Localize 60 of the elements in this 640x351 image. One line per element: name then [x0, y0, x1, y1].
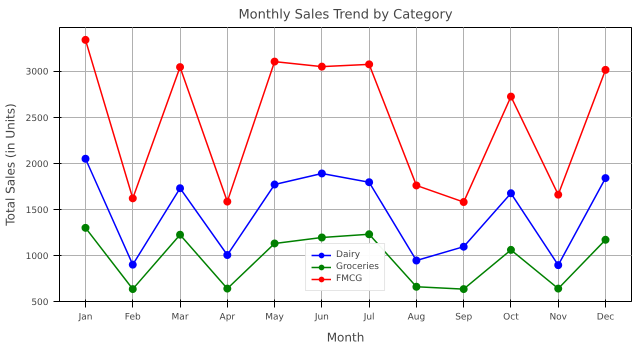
x-tick-label: Mar [172, 312, 189, 322]
legend-label: Groceries [336, 261, 379, 273]
y-axis-title: Total Sales (in Units) [4, 103, 18, 227]
x-tick-label: Aug [408, 312, 426, 322]
point [82, 36, 90, 44]
point [176, 184, 184, 192]
point [460, 285, 468, 294]
x-axis-title: Month [326, 330, 364, 344]
y-tick-label: 2000 [26, 160, 49, 170]
point [602, 66, 610, 74]
point [412, 256, 420, 265]
point [554, 261, 562, 270]
x-tick-label: Jan [78, 312, 92, 322]
point [270, 58, 279, 66]
point [365, 178, 374, 186]
x-tick-label: Apr [220, 312, 236, 322]
point [82, 154, 90, 163]
y-tick-label: 1000 [26, 252, 49, 262]
point [318, 233, 326, 242]
chart-title: Monthly Sales Trend by Category [238, 8, 453, 22]
point [412, 181, 420, 190]
point [460, 242, 468, 251]
x-tick-label: Sep [455, 312, 472, 322]
x-tick-label: Oct [503, 312, 520, 322]
x-tick-label: Jul [362, 312, 375, 322]
y-tick-label: 500 [31, 298, 49, 308]
point [602, 236, 610, 244]
point [554, 190, 562, 199]
point [223, 198, 232, 206]
legend-label: Dairy [336, 249, 360, 261]
point [365, 230, 374, 238]
y-tick-label: 3000 [26, 68, 49, 78]
x-tick-label: Feb [124, 312, 142, 322]
point [506, 246, 515, 254]
legend-label: FMCG [336, 273, 362, 285]
point [318, 169, 326, 178]
point [176, 63, 184, 72]
point [506, 189, 515, 198]
point [554, 284, 562, 293]
point [128, 260, 137, 269]
point [128, 194, 137, 202]
point [82, 224, 90, 232]
point [412, 282, 420, 291]
point [270, 180, 279, 189]
point [365, 60, 374, 68]
x-tick-label: Jun [314, 312, 329, 322]
point [176, 230, 184, 239]
y-tick-label: 2500 [26, 114, 49, 124]
x-tick-label: Dec [596, 312, 614, 322]
point [318, 62, 326, 71]
x-tick-label: May [265, 312, 285, 322]
point [506, 92, 515, 101]
y-tick-label: 1500 [26, 206, 49, 216]
point [223, 250, 232, 259]
point [460, 198, 468, 206]
x-tick-label: Nov [549, 312, 568, 322]
point [223, 284, 232, 293]
point [270, 239, 279, 248]
point [128, 285, 137, 294]
point [602, 174, 610, 182]
